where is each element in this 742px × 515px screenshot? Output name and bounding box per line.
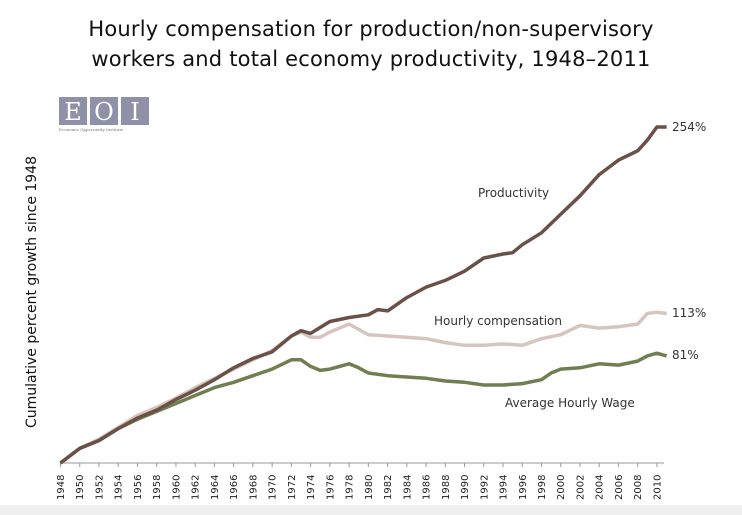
- chart-title-line-1: Hourly compensation for production/non-s…: [88, 17, 654, 41]
- x-tick-label: 1976: [325, 475, 336, 500]
- x-tick-label: 2008: [633, 475, 644, 500]
- series-label-average-hourly-wage: Average Hourly Wage: [505, 396, 635, 410]
- x-tick-label: 2004: [595, 475, 606, 500]
- logo-box-i: [121, 97, 149, 125]
- x-tick-label: 1984: [402, 475, 413, 500]
- bottom-band: [0, 505, 742, 515]
- x-tick-label: 1956: [133, 475, 144, 500]
- x-tick-label: 1988: [441, 475, 452, 500]
- x-tick-label: 1958: [152, 475, 163, 500]
- end-label-productivity: 254%: [672, 120, 706, 134]
- end-label-average-hourly-wage: 81%: [672, 348, 699, 362]
- logo-letter: E: [64, 98, 82, 126]
- series-label-productivity: Productivity: [478, 186, 549, 200]
- x-tick-label: 1980: [364, 475, 375, 500]
- x-tick-label: 1990: [460, 475, 471, 500]
- logo-letter: O: [94, 98, 114, 126]
- x-tick-label: 1964: [210, 475, 221, 500]
- x-tick-label: 2002: [575, 475, 586, 500]
- x-tick-label: 1966: [229, 475, 240, 500]
- x-tick-label: 2010: [652, 475, 663, 500]
- y-axis-label: Cumulative percent growth since 1948: [24, 156, 40, 428]
- x-tick-label: 1994: [499, 475, 510, 500]
- x-tick-label: 1968: [248, 475, 259, 500]
- logo-letter: I: [130, 98, 139, 126]
- series-line-productivity: [59, 125, 667, 465]
- x-tick-label: 1954: [114, 475, 125, 500]
- x-tick-label: 2006: [614, 475, 625, 500]
- logo-subtitle: Economic Opportunity Institute: [59, 127, 124, 132]
- x-tick-label: 1974: [306, 475, 317, 500]
- series-line-average-hourly-wage: [59, 351, 668, 465]
- x-tick-label: 1960: [171, 475, 182, 500]
- x-tick-label: 1996: [518, 475, 529, 500]
- x-tick-label: 1970: [268, 475, 279, 500]
- x-tick-label: 1952: [94, 475, 105, 500]
- x-tick-label: 1992: [479, 475, 490, 500]
- x-tick-label: 1986: [422, 475, 433, 500]
- x-tick-label: 1998: [537, 475, 548, 500]
- x-tick-label: 2000: [556, 475, 567, 500]
- logo-box-e: [59, 97, 87, 125]
- x-tick-label: 1962: [191, 475, 202, 500]
- x-tick-label: 1950: [75, 475, 86, 500]
- chart-title-line-2: workers and total economy productivity, …: [91, 47, 651, 71]
- x-tick-label: 1978: [345, 475, 356, 500]
- series-label-hourly-compensation: Hourly compensation: [434, 314, 562, 328]
- x-tick-label: 1972: [287, 475, 298, 500]
- eoi-logo: E O I Economic Opportunity Institute: [59, 97, 149, 132]
- logo-box-o: [90, 97, 118, 125]
- x-tick-label: 1948: [56, 475, 67, 500]
- x-tick-label: 1982: [383, 475, 394, 500]
- end-label-hourly-compensation: 113%: [672, 306, 706, 320]
- series-line-hourly-compensation: [59, 310, 667, 465]
